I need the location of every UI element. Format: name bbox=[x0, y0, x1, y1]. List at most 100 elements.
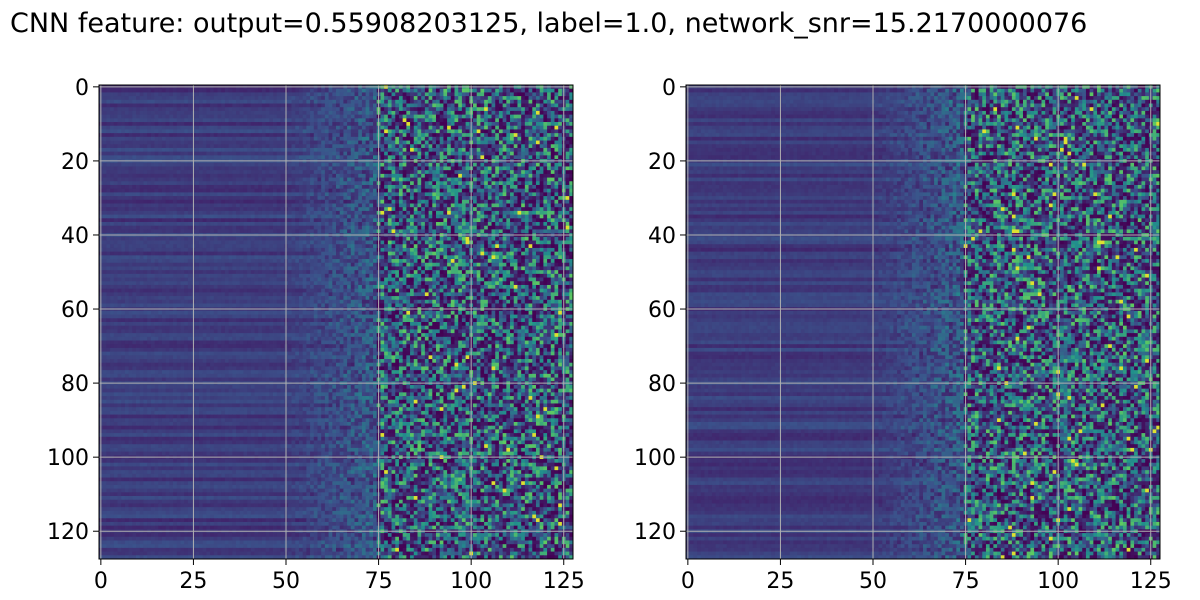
heatmap-cell bbox=[421, 133, 426, 138]
heatmap-cell bbox=[269, 207, 274, 212]
heatmap-cell bbox=[250, 140, 255, 145]
heatmap-cell bbox=[265, 170, 270, 175]
heatmap-cell bbox=[336, 88, 341, 93]
heatmap-cell bbox=[102, 151, 107, 156]
heatmap-cell bbox=[554, 144, 559, 149]
heatmap-cell bbox=[339, 218, 344, 223]
heatmap-cell bbox=[113, 181, 118, 186]
heatmap-cell bbox=[473, 184, 478, 190]
heatmap-cell bbox=[324, 170, 329, 175]
heatmap-cell bbox=[487, 177, 492, 182]
heatmap-cell bbox=[539, 92, 544, 97]
heatmap-cell bbox=[495, 88, 500, 93]
heatmap-cell bbox=[543, 125, 548, 130]
heatmap-cell bbox=[447, 107, 452, 112]
heatmap-cell bbox=[476, 218, 481, 223]
heatmap-cell bbox=[365, 88, 370, 93]
heatmap-cell bbox=[139, 110, 144, 116]
heatmap-cell bbox=[287, 136, 292, 141]
heatmap-cell bbox=[217, 177, 222, 182]
heatmap-cell bbox=[528, 129, 533, 134]
heatmap-cell bbox=[161, 173, 167, 178]
heatmap-cell bbox=[439, 147, 444, 153]
heatmap-cell bbox=[535, 129, 541, 134]
heatmap-cell bbox=[317, 170, 322, 175]
heatmap-cell bbox=[339, 210, 344, 216]
heatmap-cell bbox=[243, 125, 248, 130]
heatmap-cell bbox=[236, 218, 241, 223]
heatmap-cell bbox=[273, 114, 278, 119]
heatmap-cell bbox=[417, 188, 422, 193]
heatmap-cell bbox=[513, 184, 518, 190]
heatmap-cell bbox=[495, 125, 500, 130]
heatmap-cell bbox=[287, 218, 292, 223]
heatmap-cell bbox=[217, 184, 222, 190]
heatmap-cell bbox=[484, 188, 489, 193]
heatmap-cell bbox=[180, 151, 185, 156]
heatmap-cell bbox=[358, 184, 363, 190]
heatmap-cell bbox=[113, 129, 118, 134]
heatmap-cell bbox=[210, 136, 215, 141]
heatmap-cell bbox=[310, 144, 315, 149]
heatmap-cell bbox=[328, 140, 333, 145]
heatmap-cell bbox=[461, 177, 467, 182]
heatmap-cell bbox=[117, 96, 122, 101]
heatmap-cell bbox=[158, 136, 163, 141]
heatmap-cell bbox=[147, 166, 152, 171]
heatmap-cell bbox=[265, 133, 270, 138]
heatmap-cell bbox=[261, 125, 267, 130]
heatmap-cell bbox=[113, 92, 118, 97]
heatmap-cell bbox=[276, 222, 281, 227]
heatmap-cell bbox=[424, 177, 429, 182]
heatmap-cell bbox=[184, 151, 189, 156]
heatmap-cell bbox=[273, 170, 278, 175]
heatmap-cell bbox=[269, 147, 274, 153]
heatmap-cell bbox=[461, 203, 467, 208]
heatmap-cell bbox=[465, 129, 470, 134]
heatmap-cell bbox=[258, 118, 263, 123]
heatmap-cell bbox=[161, 218, 167, 223]
heatmap-cell bbox=[365, 192, 370, 197]
heatmap-cell bbox=[361, 170, 367, 175]
heatmap-cell bbox=[524, 162, 529, 167]
heatmap-cell bbox=[102, 114, 107, 119]
heatmap-cell bbox=[228, 199, 233, 204]
heatmap-cell bbox=[176, 129, 181, 134]
heatmap-cell bbox=[276, 88, 281, 93]
heatmap-cell bbox=[328, 192, 333, 197]
heatmap-cell bbox=[213, 214, 218, 219]
heatmap-cell bbox=[306, 188, 311, 193]
heatmap-cell bbox=[291, 181, 296, 186]
heatmap-cell bbox=[387, 218, 392, 223]
heatmap-cell bbox=[310, 107, 315, 112]
heatmap-cell bbox=[313, 103, 318, 108]
heatmap-cell bbox=[435, 107, 441, 112]
heatmap-cell bbox=[424, 125, 429, 130]
heatmap-cell bbox=[176, 125, 181, 130]
heatmap-cell bbox=[365, 155, 370, 160]
heatmap-cell bbox=[347, 133, 352, 138]
heatmap-cell bbox=[265, 122, 270, 127]
heatmap-cell bbox=[476, 92, 481, 97]
heatmap-cell bbox=[332, 192, 337, 197]
heatmap-cell bbox=[147, 118, 152, 123]
heatmap-cell bbox=[236, 192, 241, 197]
heatmap-cell bbox=[569, 222, 574, 227]
heatmap-cell bbox=[461, 125, 467, 130]
heatmap-cell bbox=[435, 218, 441, 223]
heatmap-cell bbox=[428, 151, 433, 156]
heatmap-cell bbox=[510, 155, 515, 160]
heatmap-cell bbox=[202, 214, 207, 219]
heatmap-cell bbox=[558, 184, 563, 190]
heatmap-cell bbox=[506, 88, 511, 93]
heatmap-cell bbox=[417, 99, 422, 104]
heatmap-cell bbox=[443, 140, 448, 145]
heatmap-cell bbox=[228, 214, 233, 219]
heatmap-cell bbox=[558, 225, 563, 230]
heatmap-cell bbox=[139, 170, 144, 175]
heatmap-cell bbox=[202, 166, 207, 171]
heatmap-cell bbox=[413, 88, 418, 93]
heatmap-cell bbox=[387, 155, 392, 160]
heatmap-cell bbox=[569, 177, 574, 182]
heatmap-cell bbox=[517, 114, 522, 119]
